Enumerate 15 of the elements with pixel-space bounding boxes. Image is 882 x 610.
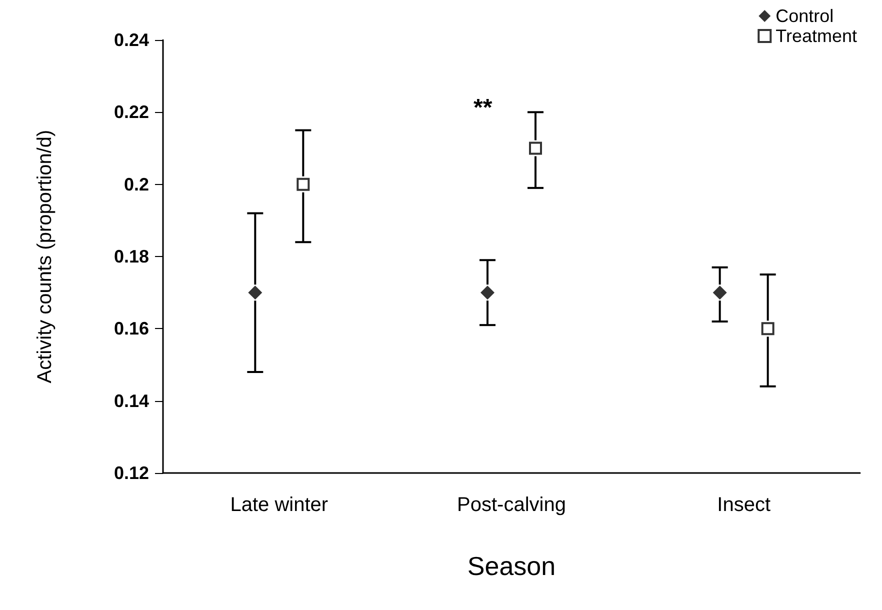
annotation: ** xyxy=(474,94,493,122)
y-tick-label: 0.18 xyxy=(114,246,149,266)
x-axis-title: Season xyxy=(467,551,556,581)
y-tick-label: 0.2 xyxy=(124,174,149,194)
legend-label: Treatment xyxy=(776,26,858,46)
y-tick-label: 0.14 xyxy=(114,390,149,411)
legend-label: Control xyxy=(776,6,834,26)
y-axis-title: Activity counts (proportion/d) xyxy=(34,130,56,384)
y-tick-label: 0.12 xyxy=(114,463,149,483)
y-tick-label: 0.22 xyxy=(114,102,149,122)
x-tick-label: Insect xyxy=(717,494,771,516)
x-tick-label: Late winter xyxy=(230,494,328,516)
y-tick-label: 0.16 xyxy=(114,318,149,339)
y-tick-label: 0.24 xyxy=(114,30,149,50)
x-tick-label: Post-calving xyxy=(457,494,566,516)
